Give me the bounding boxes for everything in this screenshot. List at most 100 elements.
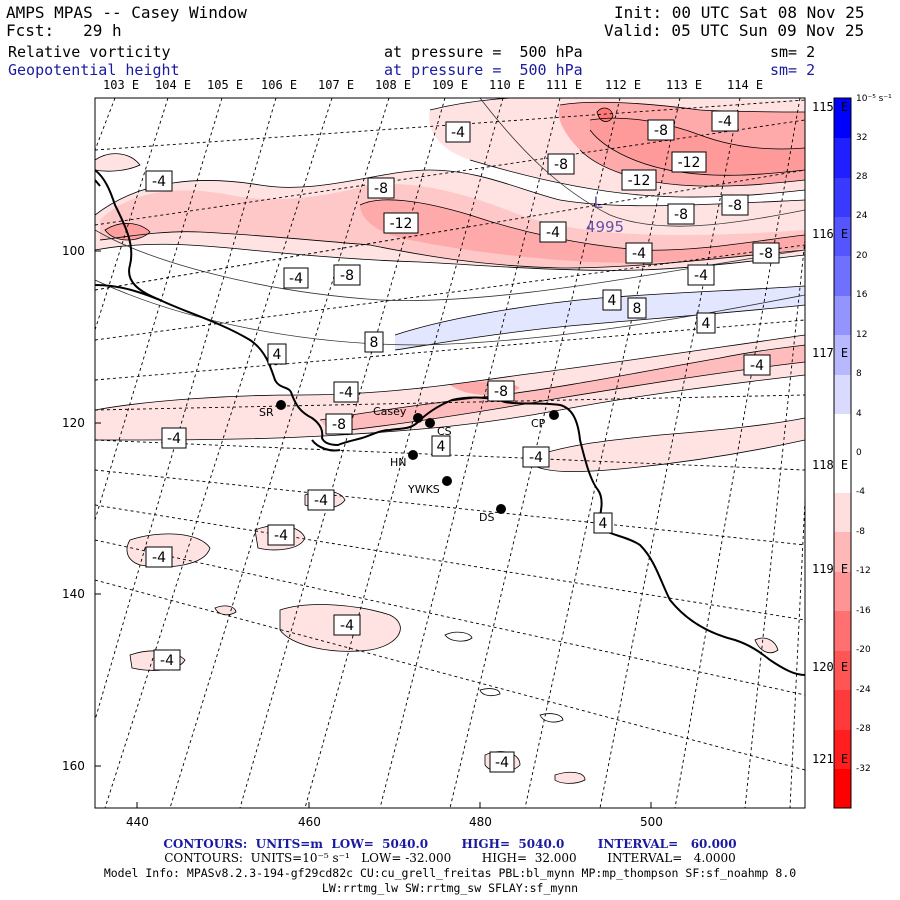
svg-text:-8: -8 — [759, 246, 773, 262]
contour-label: -12 — [383, 212, 419, 234]
colorbar-label: -8 — [856, 527, 865, 537]
lon-label: 114 E — [727, 78, 764, 92]
svg-text:-4: -4 — [274, 528, 288, 544]
contour-label: -4 — [283, 267, 309, 289]
contour-label: 4 — [431, 435, 451, 457]
contour-label: -4 — [153, 649, 181, 671]
svg-text:-8: -8 — [674, 207, 688, 223]
svg-text:-4: -4 — [451, 125, 465, 141]
y-tick-label: 100 — [62, 244, 85, 258]
y-tick-label: 160 — [62, 759, 85, 773]
field2-smoothing: sm= 2 — [770, 61, 816, 79]
contour-label: -4 — [145, 170, 173, 192]
field1-name: Relative vorticity — [8, 43, 171, 61]
colorbar-label: -16 — [856, 606, 871, 616]
lon-label: 109 E — [432, 78, 469, 92]
footer-model-info: Model Info: MPASv8.2.3-194-gf29cd82c CU:… — [103, 866, 797, 880]
colorbar-units: 10⁻⁵ s⁻¹ — [856, 94, 892, 104]
contour-label: -12 — [621, 169, 657, 191]
svg-text:-4: -4 — [152, 550, 166, 566]
contour-label: -8 — [752, 242, 780, 264]
map-frame — [94, 97, 806, 809]
colorbar-label: 24 — [856, 211, 868, 221]
contour-label: 8 — [364, 331, 384, 353]
x-tick-label: 440 — [126, 815, 149, 829]
footer-height-contours: CONTOURS: UNITS=m LOW= 5040.0 HIGH= 5040… — [163, 837, 737, 851]
colorbar — [833, 97, 852, 809]
lon-label: 110 E — [489, 78, 526, 92]
contour-label: -4 — [267, 524, 295, 546]
svg-text:CP: CP — [531, 417, 546, 430]
svg-text:-4: -4 — [167, 431, 181, 447]
colorbar-label: -24 — [856, 685, 871, 695]
colorbar-label: 28 — [856, 172, 868, 182]
station-hn[interactable]: HN — [390, 450, 418, 469]
lon-label: 118 E — [812, 458, 849, 472]
colorbar-label: 16 — [856, 290, 868, 300]
svg-text:-4: -4 — [718, 114, 732, 130]
contour-label: -4 — [161, 427, 187, 449]
svg-text:-4: -4 — [314, 493, 328, 509]
contour-label: 8 — [627, 297, 647, 319]
station-ds[interactable]: DS — [479, 504, 506, 524]
colorbar-label: -4 — [856, 487, 865, 497]
contour-label: -4 — [743, 354, 771, 376]
svg-text:4: 4 — [599, 516, 608, 532]
svg-text:DS: DS — [479, 511, 494, 524]
colorbar-label: -28 — [856, 724, 871, 734]
lon-label: 121 E — [812, 752, 849, 766]
footer-vorticity-contours: CONTOURS: UNITS=10⁻⁵ s⁻¹ LOW= -32.000 HI… — [164, 851, 736, 865]
svg-text:8: 8 — [633, 301, 642, 317]
svg-text:4: 4 — [608, 293, 617, 309]
station-cp[interactable]: CP — [531, 410, 559, 430]
svg-text:-12: -12 — [628, 173, 651, 189]
valid-time: Valid: 05 UTC Sun 09 Nov 25 — [604, 21, 865, 40]
colorbar-label: 32 — [856, 133, 868, 143]
station-casey[interactable]: Casey — [373, 405, 423, 423]
svg-text:-4: -4 — [495, 755, 509, 771]
contour-label: -4 — [333, 381, 359, 403]
colorbar-label: -32 — [856, 764, 871, 774]
station-ywks[interactable]: YWKS — [407, 476, 452, 496]
lon-label: 115 E — [812, 100, 849, 114]
lon-label: 108 E — [375, 78, 412, 92]
field2-name: Geopotential height — [8, 61, 180, 79]
stations: SR Casey CS HN YWKS DS — [259, 400, 559, 524]
lon-label: 103 E — [103, 78, 140, 92]
svg-text:-4: -4 — [750, 358, 764, 374]
svg-text:YWKS: YWKS — [407, 483, 440, 496]
svg-text:8: 8 — [370, 335, 379, 351]
contour-label: -8 — [547, 153, 575, 175]
colorbar-label: 20 — [856, 251, 868, 261]
svg-text:-4: -4 — [694, 268, 708, 284]
contour-label: -4 — [711, 110, 739, 132]
svg-text:-12: -12 — [678, 155, 701, 171]
station-sr[interactable]: SR — [259, 400, 286, 419]
svg-text:-8: -8 — [494, 384, 508, 400]
lon-label: 104 E — [155, 78, 192, 92]
contour-label: 4 — [593, 512, 613, 534]
station-cs[interactable]: CS — [425, 418, 452, 438]
svg-text:4: 4 — [437, 439, 446, 455]
lon-label: 105 E — [207, 78, 244, 92]
contour-label: -12 — [671, 151, 707, 173]
forecast-hour: Fcst: 29 h — [6, 21, 122, 40]
contour-label: 4 — [267, 343, 287, 365]
svg-text:-8: -8 — [332, 417, 346, 433]
svg-text:SR: SR — [259, 406, 274, 419]
x-tick-label: 460 — [298, 815, 321, 829]
svg-text:-8: -8 — [340, 268, 354, 284]
svg-text:4: 4 — [273, 347, 282, 363]
lon-label: 119 E — [812, 562, 849, 576]
coastline — [95, 169, 805, 676]
contour-label: -4 — [145, 546, 173, 568]
x-tick-label: 500 — [640, 815, 663, 829]
vorticity-contours — [95, 98, 805, 784]
contour-label: -8 — [325, 413, 353, 435]
contour-label: -4 — [489, 751, 515, 773]
lon-label: 113 E — [666, 78, 703, 92]
svg-text:-4: -4 — [529, 450, 543, 466]
lon-label: 117 E — [812, 346, 849, 360]
contour-label: -4 — [307, 489, 335, 511]
